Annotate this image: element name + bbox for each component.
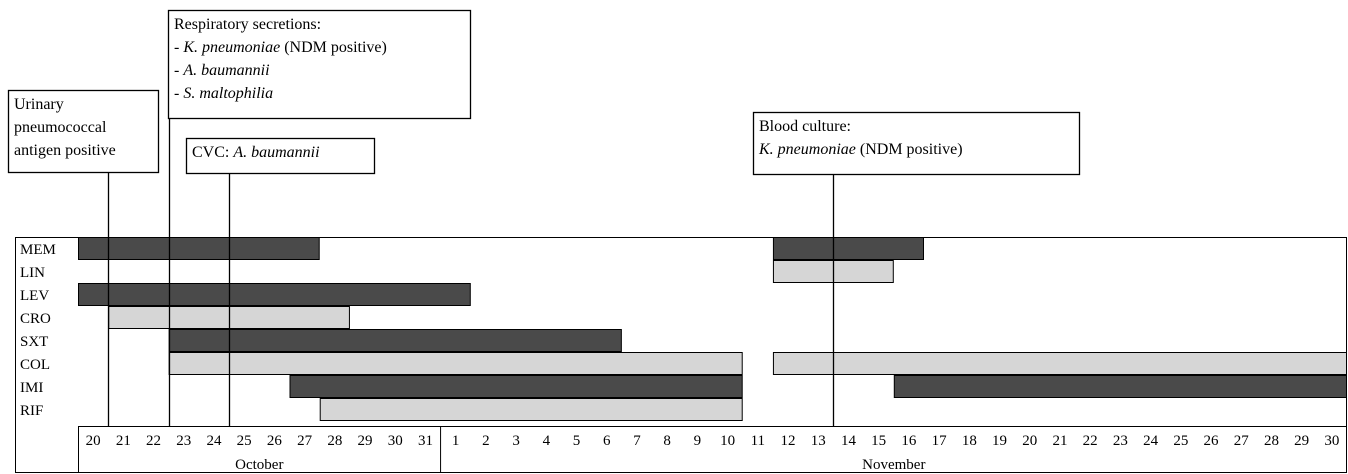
day-tick-label: 1 [452, 433, 460, 449]
event-text: - [174, 62, 183, 79]
day-tick-label: 18 [962, 433, 977, 449]
event-text-line: CVC: A. baumannii [192, 144, 320, 161]
day-tick-label: 28 [327, 433, 342, 449]
day-tick-label: 23 [1113, 433, 1128, 449]
event-text: (NDM positive) [280, 39, 387, 56]
organism-name: K. pneumoniae [182, 39, 280, 56]
day-tick-label: 26 [1204, 433, 1220, 449]
month-label: October [235, 457, 283, 473]
treatment-bar-lev [78, 283, 471, 306]
day-tick-label: 5 [573, 433, 581, 449]
day-tick-label: 16 [901, 433, 917, 449]
treatment-bar-col [772, 352, 1347, 375]
event-box [752, 111, 1081, 176]
event-annotation: Urinary pneumococcal antigen positive [7, 89, 160, 174]
treatment-bar-mem [772, 237, 925, 260]
treatment-bar-mem [78, 237, 320, 260]
drug-label: LIN [20, 265, 45, 281]
event-text-line: Urinary [14, 96, 64, 113]
drug-label: SXT [20, 334, 48, 350]
day-tick-label: 29 [358, 433, 373, 449]
drug-label: MEM [20, 242, 56, 258]
day-tick-label: 29 [1294, 433, 1309, 449]
day-tick-label: 22 [146, 433, 161, 449]
day-tick-label: 24 [206, 433, 222, 449]
day-tick-label: 6 [603, 433, 611, 449]
event-text-line: Respiratory secretions: [174, 16, 321, 33]
drug-label: COL [20, 357, 50, 373]
day-tick-label: 24 [1143, 433, 1159, 449]
event-text-line: antigen positive [14, 142, 116, 159]
day-tick-label: 4 [543, 433, 551, 449]
event-annotation: CVC: A. baumannii [185, 137, 376, 175]
day-tick-label: 15 [871, 433, 886, 449]
drug-label: IMI [20, 380, 43, 396]
event-annotation: Respiratory secretions: - K. pneumoniae (… [167, 9, 472, 120]
event-box [167, 9, 472, 120]
day-tick-label: 31 [418, 433, 433, 449]
day-tick-label: 9 [694, 433, 702, 449]
day-tick-label: 25 [1173, 433, 1188, 449]
day-tick-label: 27 [1234, 433, 1250, 449]
event-text-line: Blood culture: [759, 118, 851, 135]
day-tick-label: 3 [512, 433, 520, 449]
day-tick-label: 26 [267, 433, 283, 449]
treatment-bar-imi [289, 375, 743, 398]
event-text: antigen positive [14, 142, 116, 159]
day-tick-label: 23 [176, 433, 191, 449]
event-text-line: - S. maltophilia [174, 85, 273, 102]
day-tick-label: 13 [811, 433, 826, 449]
event-box [185, 137, 376, 175]
day-tick-label: 17 [932, 433, 948, 449]
event-box [7, 89, 160, 174]
day-tick-label: 10 [720, 433, 735, 449]
day-tick-label: 8 [663, 433, 671, 449]
drug-label: LEV [20, 288, 49, 304]
day-tick-label: 14 [841, 433, 857, 449]
day-tick-label: 22 [1083, 433, 1098, 449]
event-text: Urinary [14, 96, 64, 113]
drug-label: RIF [20, 403, 43, 419]
day-tick-label: 28 [1264, 433, 1279, 449]
day-tick-label: 30 [388, 433, 403, 449]
event-annotation: Blood culture: K. pneumoniae (NDM positiv… [752, 111, 1081, 176]
event-text: CVC: [192, 144, 233, 161]
day-tick-label: 27 [297, 433, 313, 449]
treatment-bar-col [168, 352, 743, 375]
day-tick-label: 12 [781, 433, 796, 449]
event-text: (NDM positive) [856, 141, 963, 158]
event-text: - [174, 39, 183, 56]
event-text: - [174, 85, 183, 102]
event-text-line: pneumococcal [14, 119, 107, 136]
event-text: Respiratory secretions: [174, 16, 321, 33]
event-text-line: - K. pneumoniae (NDM positive) [174, 39, 387, 56]
organism-name: A. baumannii [182, 62, 269, 79]
event-text-line: K. pneumoniae (NDM positive) [758, 141, 963, 158]
day-tick-label: 25 [237, 433, 252, 449]
day-tick-label: 20 [86, 433, 101, 449]
organism-name: S. maltophilia [183, 85, 273, 102]
day-tick-label: 2 [482, 433, 490, 449]
event-text-line: - A. baumannii [174, 62, 270, 79]
event-text: Blood culture: [759, 118, 851, 135]
day-tick-label: 21 [1052, 433, 1067, 449]
event-text: pneumococcal [14, 119, 107, 136]
month-label: November [862, 457, 925, 473]
day-tick-label: 19 [992, 433, 1007, 449]
treatment-bar-rif [319, 398, 743, 421]
day-tick-label: 11 [751, 433, 765, 449]
organism-name: A. baumannii [232, 144, 319, 161]
day-tick-label: 20 [1022, 433, 1037, 449]
day-tick-label: 7 [633, 433, 641, 449]
organism-name: K. pneumoniae [758, 141, 856, 158]
day-tick-label: 21 [116, 433, 131, 449]
treatment-bar-imi [893, 375, 1347, 398]
treatment-bar-sxt [168, 329, 622, 352]
drug-label: CRO [20, 311, 51, 327]
day-tick-label: 30 [1324, 433, 1339, 449]
